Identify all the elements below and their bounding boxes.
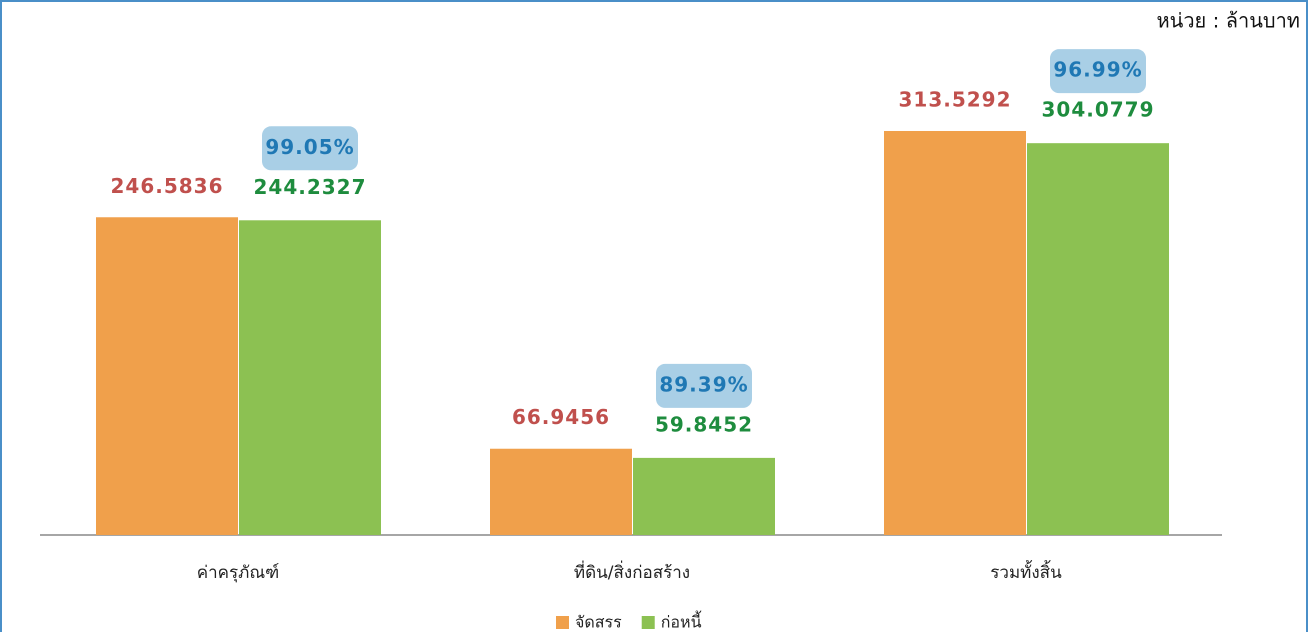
bar	[490, 448, 632, 535]
legend-label: จัดสรร	[575, 613, 622, 632]
annotation-badge	[262, 126, 358, 171]
annotation: 96.99%	[1053, 58, 1142, 82]
bar	[96, 217, 238, 536]
x-tick-label: ที่ดิน/สิ่งก่อสร้าง	[574, 560, 690, 583]
legend-label: ก่อหนี้	[661, 611, 702, 632]
unit-label: หน่วย : ล้านบาท	[1156, 9, 1300, 33]
bar	[1027, 143, 1169, 536]
value-label: 246.5836	[110, 174, 223, 198]
bar	[239, 220, 381, 535]
annotation: 99.05%	[265, 135, 354, 159]
legend-swatch	[641, 616, 655, 629]
annotation-badge	[656, 363, 752, 408]
value-label: 313.5292	[898, 87, 1011, 111]
annotation-badge	[1050, 49, 1146, 94]
value-label: 304.0779	[1041, 98, 1154, 122]
x-tick-label: ค่าครุภัณฑ์	[197, 563, 280, 583]
x-tick-label: รวมทั้งสิ้น	[990, 560, 1062, 583]
value-label: 66.9456	[512, 405, 610, 429]
bar	[884, 130, 1026, 535]
value-label: 59.8452	[655, 412, 753, 436]
annotation: 89.39%	[659, 372, 748, 396]
legend-swatch	[556, 616, 569, 629]
value-label: 244.2327	[253, 175, 366, 199]
bar	[633, 457, 775, 535]
